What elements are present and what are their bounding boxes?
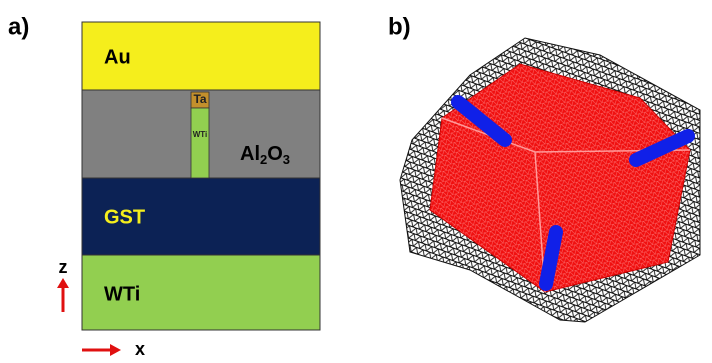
- electrode-rod: [546, 232, 556, 284]
- axis-label: z: [59, 257, 68, 277]
- pillar-body-label: WTi: [193, 130, 208, 139]
- formula-part: 2: [260, 152, 267, 167]
- figure: a) Ta WTi Au Al2O3 GST WTi z x b): [0, 0, 712, 363]
- z-arrowhead: [57, 278, 69, 288]
- formula-part: 3: [283, 152, 290, 167]
- panel-label: b): [388, 13, 411, 40]
- formula-part: Al: [240, 143, 260, 165]
- layer-label: GST: [104, 206, 145, 228]
- pillar-cap-label: Ta: [193, 92, 206, 106]
- axis-label: x: [135, 339, 145, 359]
- x-arrowhead: [110, 344, 121, 356]
- layer-label: Au: [104, 46, 131, 68]
- panel-label: a): [8, 13, 29, 40]
- pillar-body: [191, 108, 209, 178]
- layer-label: WTi: [104, 283, 140, 305]
- formula-part: O: [267, 143, 283, 165]
